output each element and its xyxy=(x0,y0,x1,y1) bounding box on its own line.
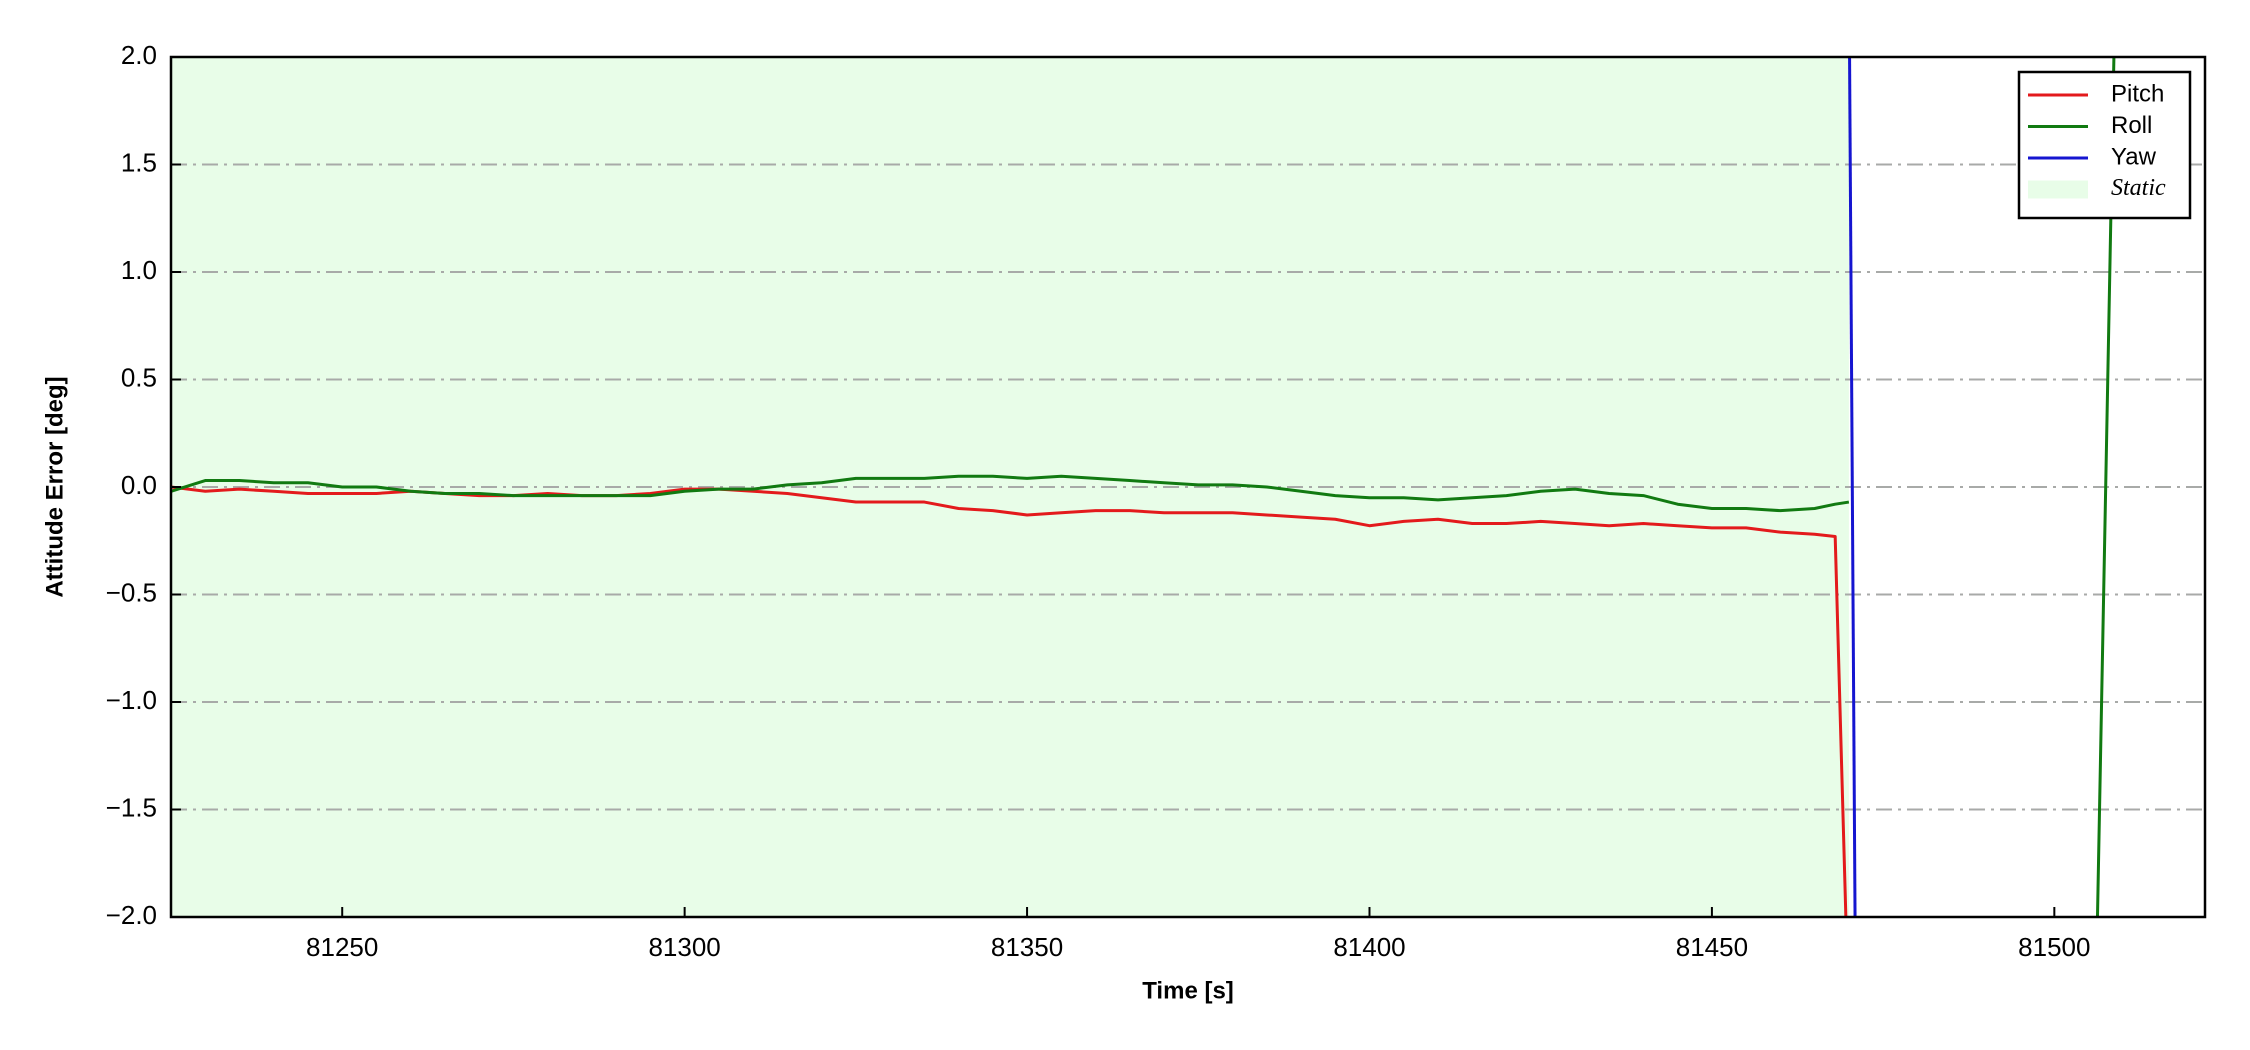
y-tick-label: 1.5 xyxy=(121,147,157,177)
y-tick-label: −0.5 xyxy=(106,577,157,607)
y-tick-label: −1.5 xyxy=(106,792,157,822)
y-tick-label: −2.0 xyxy=(106,900,157,930)
x-tick-label: 81250 xyxy=(306,932,378,962)
x-axis-label: Time [s] xyxy=(1142,977,1234,1004)
legend-label: Yaw xyxy=(2111,143,2157,170)
x-tick-label: 81350 xyxy=(991,932,1063,962)
x-tick-label: 81450 xyxy=(1676,932,1748,962)
x-tick-label: 81500 xyxy=(2018,932,2090,962)
plot-area xyxy=(171,57,2205,917)
legend-swatch xyxy=(2028,180,2088,199)
legend-label: Static xyxy=(2111,175,2166,201)
plot-frame xyxy=(169,55,2207,919)
y-tick-label: 0.5 xyxy=(121,362,157,392)
y-tick-label: 0.0 xyxy=(121,470,157,500)
x-tick-label: 81300 xyxy=(648,932,720,962)
x-tick-label: 81400 xyxy=(1333,932,1405,962)
line-series xyxy=(1848,57,1857,917)
legend-label: Roll xyxy=(2111,112,2152,139)
legend: Pitch Roll Yaw Static xyxy=(2017,70,2192,220)
y-tick-label: 1.0 xyxy=(121,255,157,285)
y-tick-label: 2.0 xyxy=(121,40,157,70)
y-axis-label: Attitude Error [deg] xyxy=(41,376,68,597)
y-tick-label: −1.0 xyxy=(106,685,157,715)
legend-label: Pitch xyxy=(2111,80,2164,107)
